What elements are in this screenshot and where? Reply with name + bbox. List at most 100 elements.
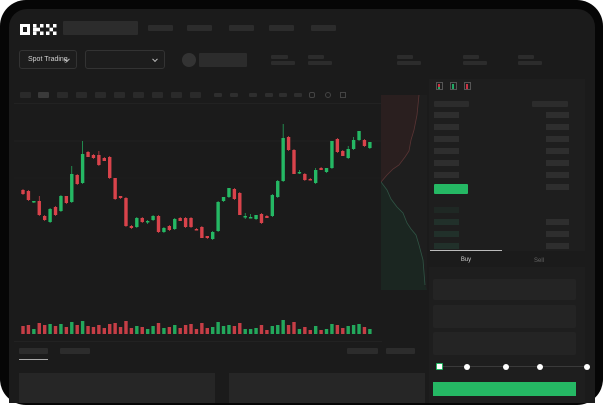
slider-stop-50[interactable] <box>503 363 509 370</box>
volume-bar <box>124 321 128 334</box>
volume-bar <box>200 323 204 334</box>
volume-bar <box>189 324 193 334</box>
candlestick-chart[interactable] <box>14 95 382 335</box>
nav-item[interactable] <box>229 25 254 31</box>
ask-row-amount[interactable] <box>546 148 569 154</box>
timeframe-button[interactable] <box>95 92 106 98</box>
candle-down <box>259 214 264 223</box>
volume-bar <box>91 327 96 334</box>
orderbook-asks-icon[interactable] <box>464 82 471 90</box>
volume-bar <box>194 329 199 334</box>
ask-row-price[interactable] <box>434 148 459 154</box>
timeframe-button[interactable] <box>38 92 49 98</box>
bottom-divider <box>14 341 382 342</box>
timeframe-button[interactable] <box>114 92 125 98</box>
amount-slider[interactable] <box>436 362 590 370</box>
stat-label <box>518 55 534 59</box>
bid-row-amount[interactable] <box>546 219 569 225</box>
chart-tool-icon[interactable] <box>265 93 273 97</box>
chart-tool-icon[interactable] <box>249 93 257 97</box>
bid-row-price[interactable] <box>434 243 459 249</box>
tab-buy[interactable]: Buy <box>460 257 472 263</box>
candle-up <box>368 142 372 148</box>
stat-value <box>308 61 332 65</box>
ask-row-price[interactable] <box>434 172 459 178</box>
bid-row-amount[interactable] <box>546 243 569 249</box>
amount-input[interactable] <box>433 305 576 328</box>
bid-row-price[interactable] <box>434 207 459 213</box>
orderbook-header-price <box>434 101 469 107</box>
nav-item[interactable] <box>311 25 336 31</box>
candle-down <box>42 216 47 220</box>
candle-down <box>194 229 199 231</box>
ask-row-price[interactable] <box>434 160 459 166</box>
volume-bar <box>32 329 36 334</box>
candle-up <box>248 217 253 219</box>
candle-down <box>200 227 204 238</box>
timeframe-button[interactable] <box>57 92 68 98</box>
timeframe-button[interactable] <box>133 92 144 98</box>
ask-row-amount[interactable] <box>546 160 569 166</box>
volume-bar <box>26 325 31 334</box>
chevron-down-icon <box>64 55 70 62</box>
okx-logo[interactable] <box>20 22 57 35</box>
bid-row-amount[interactable] <box>546 231 569 237</box>
candle-up <box>346 149 350 158</box>
tab-order-history[interactable] <box>60 348 90 354</box>
slider-stop-75[interactable] <box>537 363 543 370</box>
filter-button[interactable] <box>347 348 378 354</box>
ask-row-price[interactable] <box>434 124 459 130</box>
orderbook-bids-icon[interactable] <box>450 82 457 90</box>
search-placeholder[interactable] <box>63 21 138 35</box>
candle-up <box>211 232 215 239</box>
chart-tool-icon[interactable] <box>294 93 302 97</box>
timeframe-button[interactable] <box>190 92 201 98</box>
tab-open-orders[interactable] <box>19 348 48 354</box>
nav-item[interactable] <box>148 25 173 31</box>
nav-item[interactable] <box>187 25 212 31</box>
ask-row-price[interactable] <box>434 112 459 118</box>
timeframe-button[interactable] <box>152 92 163 98</box>
candle-down <box>124 198 128 226</box>
app-screen: Spot Trading Buy Sell <box>9 9 595 403</box>
volume-bar <box>108 324 112 334</box>
ask-row-amount[interactable] <box>546 124 569 130</box>
candle-up <box>221 197 226 201</box>
candle-down <box>183 218 188 227</box>
ask-row-amount[interactable] <box>546 112 569 118</box>
slider-stop-100[interactable] <box>584 363 590 370</box>
chart-tool-icon[interactable] <box>214 93 222 97</box>
timeframe-button[interactable] <box>76 92 87 98</box>
ask-row-price[interactable] <box>434 136 459 142</box>
buy-submit-button[interactable] <box>433 382 576 396</box>
candle-down <box>238 193 242 215</box>
slider-stop-25[interactable] <box>464 363 470 370</box>
slider-handle[interactable] <box>436 362 443 370</box>
chart-tool-icon[interactable] <box>230 93 238 97</box>
stat-value <box>518 61 542 65</box>
filter-button[interactable] <box>386 348 415 354</box>
chart-tool-icon[interactable] <box>279 93 287 97</box>
candle-down <box>232 189 237 199</box>
ask-row-amount[interactable] <box>546 184 569 190</box>
pair-dropdown[interactable] <box>85 50 165 69</box>
total-input[interactable] <box>433 332 576 355</box>
bid-row-price[interactable] <box>434 231 459 237</box>
screenshot-icon[interactable] <box>309 92 315 98</box>
volume-bar <box>135 326 139 334</box>
volume-bar <box>270 326 275 334</box>
settings-icon[interactable] <box>325 92 331 98</box>
market-type-dropdown[interactable]: Spot Trading <box>19 50 77 69</box>
nav-item[interactable] <box>269 25 294 31</box>
candle-down <box>286 137 291 150</box>
orderbook-both-icon[interactable] <box>436 82 443 90</box>
volume-bar <box>113 323 117 334</box>
ask-row-amount[interactable] <box>546 136 569 142</box>
ask-row-amount[interactable] <box>546 172 569 178</box>
timeframe-button[interactable] <box>20 92 31 98</box>
tab-sell[interactable]: Sell <box>533 258 544 264</box>
timeframe-button[interactable] <box>171 92 182 98</box>
fullscreen-icon[interactable] <box>340 92 346 98</box>
price-input[interactable] <box>433 279 576 300</box>
bid-row-price[interactable] <box>434 219 459 225</box>
